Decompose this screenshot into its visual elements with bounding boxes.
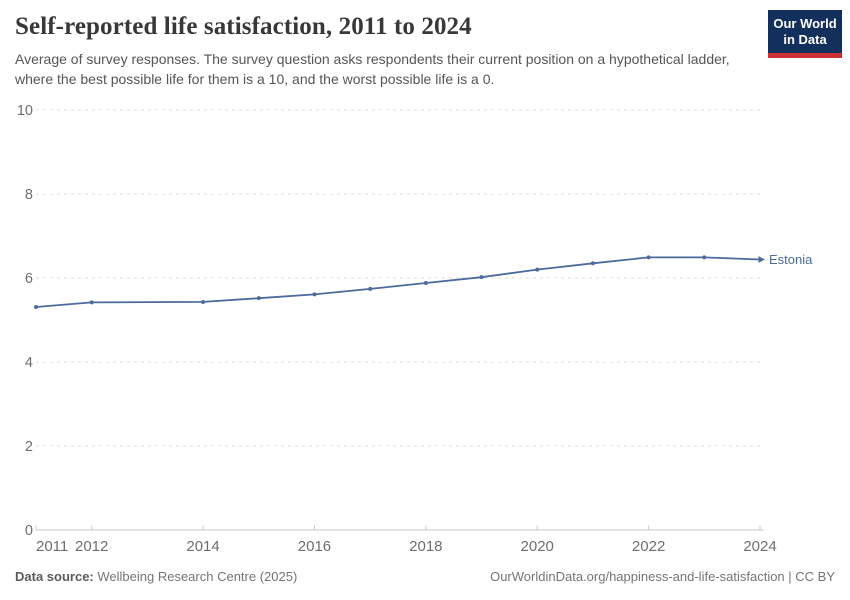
chart-header: Self-reported life satisfaction, 2011 to… bbox=[15, 13, 755, 90]
data-point-2015[interactable] bbox=[256, 296, 261, 301]
series-label-estonia[interactable]: Estonia bbox=[769, 252, 813, 267]
series-line-estonia[interactable] bbox=[35, 256, 761, 308]
chart-subtitle: Average of survey responses. The survey … bbox=[15, 51, 730, 88]
data-point-2019[interactable] bbox=[479, 275, 484, 280]
x-axis-label-2012: 2012 bbox=[75, 538, 108, 555]
owid-logo-red-bar bbox=[768, 53, 842, 58]
data-point-2012[interactable] bbox=[89, 300, 94, 305]
data-point-2017[interactable] bbox=[368, 286, 373, 291]
data-point-2022[interactable] bbox=[646, 255, 651, 260]
y-axis-label-4: 4 bbox=[25, 355, 33, 371]
y-axis-label-6: 6 bbox=[25, 271, 33, 287]
data-point-2020[interactable] bbox=[535, 267, 540, 272]
page-title: Self-reported life satisfaction, 2011 to… bbox=[15, 13, 472, 40]
data-point-2016[interactable] bbox=[312, 292, 317, 297]
x-axis-label-2022: 2022 bbox=[632, 538, 665, 555]
x-axis-label-2018: 2018 bbox=[409, 538, 442, 555]
owid-logo-text: Our World in Data bbox=[768, 10, 842, 53]
y-axis-label-0: 0 bbox=[25, 523, 33, 539]
owid-url-link[interactable]: OurWorldinData.org/happiness-and-life-sa… bbox=[490, 569, 835, 584]
x-axis-label-2024: 2024 bbox=[743, 538, 776, 555]
x-axis-label-2016: 2016 bbox=[298, 538, 331, 555]
owid-logo[interactable]: Our World in Data bbox=[768, 10, 842, 58]
x-axis-label-2014: 2014 bbox=[186, 538, 219, 555]
data-point-2024-arrow[interactable] bbox=[758, 256, 766, 263]
data-point-2014[interactable] bbox=[201, 299, 206, 304]
data-source-note: Data source: Wellbeing Research Centre (… bbox=[15, 569, 297, 584]
chart-footer: Data source: Wellbeing Research Centre (… bbox=[15, 569, 835, 584]
owid-logo-line1: Our World bbox=[773, 16, 837, 31]
data-source-label: Data source: bbox=[15, 569, 94, 584]
data-source-value: Wellbeing Research Centre (2025) bbox=[93, 569, 298, 584]
data-point-2021[interactable] bbox=[590, 261, 595, 266]
x-axis-label-2020: 2020 bbox=[521, 538, 554, 555]
x-axis-label-2011: 2011 bbox=[36, 538, 68, 555]
y-axis-label-2: 2 bbox=[25, 439, 33, 455]
data-point-2011[interactable] bbox=[34, 304, 38, 309]
owid-logo-line2: in Data bbox=[783, 31, 827, 47]
y-axis-label-8: 8 bbox=[25, 187, 33, 203]
data-point-2023[interactable] bbox=[702, 255, 707, 260]
y-axis-label-10: 10 bbox=[17, 103, 33, 119]
data-point-2018[interactable] bbox=[423, 281, 428, 286]
